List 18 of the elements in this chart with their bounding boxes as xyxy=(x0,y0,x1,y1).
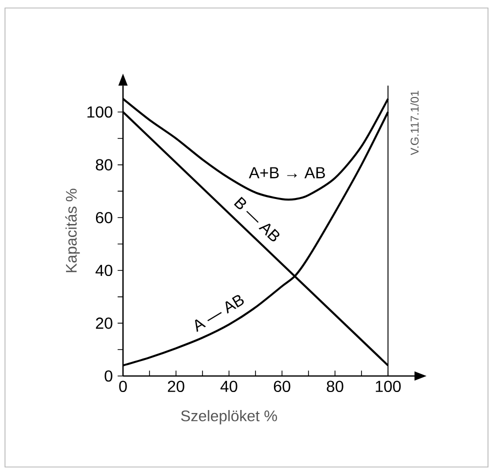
x-tick-label: 100 xyxy=(376,380,401,392)
y-axis-title: Kapacitás % xyxy=(65,188,80,272)
x-tick-label: 60 xyxy=(274,380,290,392)
y-tick-label: 0 xyxy=(104,370,112,382)
y-tick-label: 80 xyxy=(96,159,112,170)
series-label: A+B → AB xyxy=(248,167,325,178)
x-tick-label: 40 xyxy=(220,380,238,392)
y-tick-label: 40 xyxy=(96,264,112,276)
y-tick-label: 20 xyxy=(96,318,112,329)
text: A — AB xyxy=(195,295,244,332)
y-tick-label: 60 xyxy=(96,212,112,224)
x-tick-label: 20 xyxy=(168,380,184,392)
annotation: V.G.117.1/01 xyxy=(410,90,419,156)
y-tick-label: 100 xyxy=(87,106,112,118)
x-axis-title: Szeleplöket % xyxy=(181,410,278,424)
x-tick-label: 80 xyxy=(326,380,344,392)
text: B — AB xyxy=(234,196,280,242)
x-tick-label: 0 xyxy=(119,380,127,392)
